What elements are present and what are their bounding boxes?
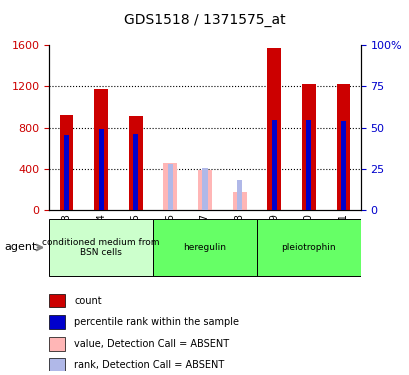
Text: agent: agent bbox=[4, 243, 36, 252]
Bar bbox=[336, 84, 350, 210]
Bar bbox=[128, 116, 142, 210]
Bar bbox=[49, 315, 65, 329]
Bar bbox=[133, 134, 138, 210]
Bar bbox=[49, 358, 65, 372]
Text: GDS1518 / 1371575_at: GDS1518 / 1371575_at bbox=[124, 13, 285, 27]
Text: value, Detection Call = ABSENT: value, Detection Call = ABSENT bbox=[74, 339, 229, 349]
FancyBboxPatch shape bbox=[256, 219, 360, 276]
Bar bbox=[198, 170, 211, 210]
Bar bbox=[49, 337, 65, 351]
Bar bbox=[306, 120, 311, 210]
FancyBboxPatch shape bbox=[153, 219, 256, 276]
Text: conditioned medium from
BSN cells: conditioned medium from BSN cells bbox=[42, 238, 160, 257]
Bar bbox=[232, 192, 246, 210]
Bar bbox=[59, 115, 73, 210]
Text: pleiotrophin: pleiotrophin bbox=[281, 243, 335, 252]
Bar bbox=[236, 180, 242, 210]
Text: heregulin: heregulin bbox=[183, 243, 226, 252]
Bar bbox=[301, 84, 315, 210]
Bar bbox=[49, 294, 65, 308]
Text: rank, Detection Call = ABSENT: rank, Detection Call = ABSENT bbox=[74, 360, 224, 370]
Bar bbox=[340, 122, 345, 210]
Bar bbox=[94, 89, 108, 210]
Text: count: count bbox=[74, 296, 101, 306]
Bar bbox=[98, 129, 103, 210]
Bar bbox=[163, 163, 177, 210]
Bar bbox=[271, 120, 276, 210]
Bar bbox=[64, 135, 69, 210]
Bar bbox=[167, 164, 173, 210]
Bar bbox=[267, 48, 281, 210]
Text: percentile rank within the sample: percentile rank within the sample bbox=[74, 317, 238, 327]
Bar bbox=[202, 168, 207, 210]
FancyBboxPatch shape bbox=[49, 219, 153, 276]
